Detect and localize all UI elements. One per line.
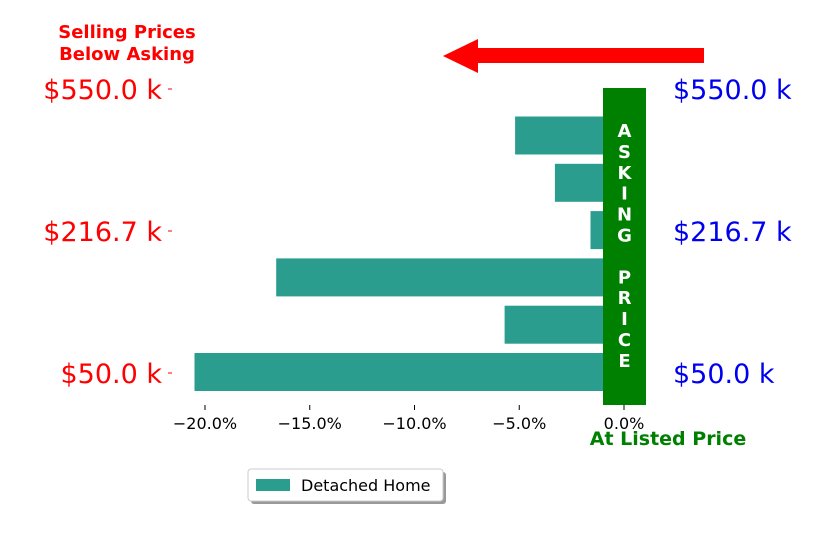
- y-tick-left-2: $216.7 k: [43, 217, 162, 248]
- annotation-below-asking-line2: Below Asking: [59, 44, 195, 65]
- bar-1: [194, 353, 624, 391]
- asking-price-band: [603, 88, 646, 405]
- band-letter-8: P: [618, 267, 631, 288]
- band-letter-12: E: [618, 351, 630, 372]
- legend-label: Detached Home: [301, 476, 431, 495]
- band-letter-5: N: [617, 205, 632, 226]
- band-letter-9: R: [618, 288, 632, 309]
- band-letter-10: I: [621, 309, 628, 330]
- x-tick-label-4: −5.0%: [492, 414, 546, 433]
- x-tick-label-1: −20.0%: [173, 414, 237, 433]
- y-tick-left-3: $50.0 k: [60, 359, 162, 390]
- y-tick-right-1: $550.0 k: [673, 75, 792, 106]
- x-tick-label-2: −15.0%: [278, 414, 342, 433]
- bars-group: [194, 116, 624, 391]
- band-letter-4: I: [621, 184, 628, 205]
- x-tick-label-5: 0.0%: [604, 414, 645, 433]
- band-letter-2: S: [618, 142, 631, 163]
- band-letter-3: K: [618, 163, 633, 184]
- band-letter-6: G: [617, 226, 632, 247]
- bar-3: [276, 258, 624, 297]
- legend: Detached Home: [247, 468, 446, 504]
- y-tick-right-2: $216.7 k: [673, 217, 792, 248]
- band-letter-1: A: [618, 121, 632, 142]
- legend-swatch: [256, 479, 290, 491]
- y-tick-left-1: $550.0 k: [43, 75, 162, 106]
- left-arrow-icon: [443, 39, 704, 73]
- annotation-at-listed-price: At Listed Price: [590, 428, 746, 450]
- annotation-below-asking-line1: Selling Prices: [58, 22, 195, 43]
- x-tick-label-3: −10.0%: [382, 414, 446, 433]
- y-tick-right-3: $50.0 k: [673, 359, 775, 390]
- band-letter-11: C: [618, 330, 631, 351]
- x-axis: −20.0% −15.0% −10.0% −5.0% 0.0%: [173, 405, 644, 433]
- y-tick-marks: [168, 88, 172, 374]
